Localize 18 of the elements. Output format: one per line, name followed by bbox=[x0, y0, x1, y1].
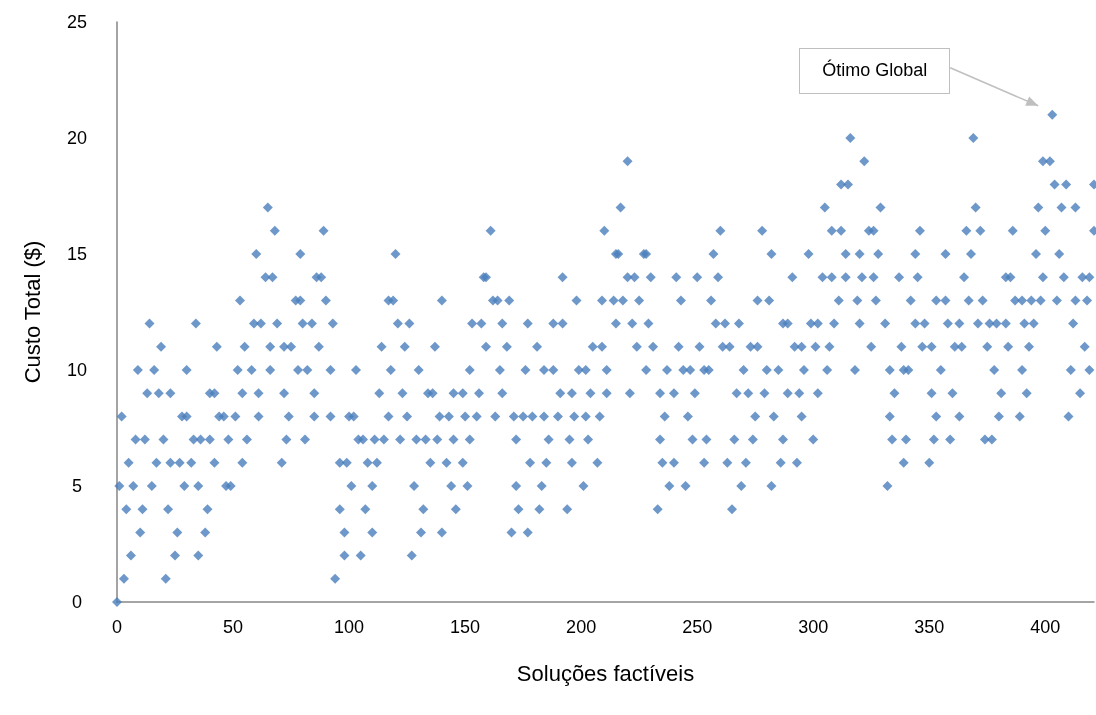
y-tick-label: 10 bbox=[66, 360, 88, 380]
x-tick-label: 400 bbox=[1030, 617, 1061, 637]
y-tick-label: 5 bbox=[71, 476, 83, 496]
x-tick-label: 0 bbox=[111, 617, 123, 637]
x-tick-label: 50 bbox=[223, 617, 244, 637]
x-tick-label: 300 bbox=[798, 617, 829, 637]
x-tick-label: 150 bbox=[450, 617, 481, 637]
x-axis-title: Soluções factíveis bbox=[516, 660, 695, 686]
x-tick-label: 200 bbox=[566, 617, 597, 637]
y-tick-label: 25 bbox=[66, 12, 88, 32]
x-tick-label: 250 bbox=[682, 617, 713, 637]
y-tick-label: 20 bbox=[66, 128, 88, 148]
y-axis-title: Custo Total ($) bbox=[19, 240, 45, 384]
x-tick-label: 100 bbox=[334, 617, 365, 637]
y-tick-label: 0 bbox=[71, 592, 83, 612]
x-tick-label: 350 bbox=[914, 617, 945, 637]
callout-box: Ótimo Global bbox=[799, 47, 951, 94]
y-tick-label: 15 bbox=[66, 244, 88, 264]
